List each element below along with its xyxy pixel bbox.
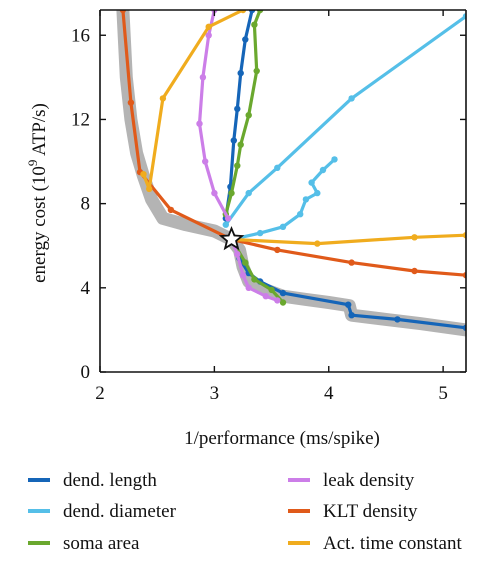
y-tick-label-3: 12 xyxy=(71,109,90,130)
series-line-5-1 xyxy=(229,233,466,246)
y-axis-label-main: energy cost (10 xyxy=(29,166,50,283)
legend-label-1: dend. diameter xyxy=(63,501,177,522)
data-point-1-0-2 xyxy=(279,223,287,230)
data-point-2-1-1 xyxy=(228,189,235,197)
legend-label-5: Act. time constant xyxy=(323,533,462,554)
data-point-1-0-5 xyxy=(314,189,321,197)
data-point-0-1-4 xyxy=(279,289,287,297)
data-point-3-0-1 xyxy=(234,250,241,258)
data-point-5-1-2 xyxy=(411,234,418,241)
data-point-0-1-5 xyxy=(345,301,352,308)
data-point-2-1-3 xyxy=(237,141,244,148)
pareto-layer xyxy=(116,10,466,337)
optimum-star-icon xyxy=(218,225,245,251)
x-tick-label-0: 2 xyxy=(95,383,105,404)
y-tick-label-2: 8 xyxy=(81,194,91,215)
data-point-2-1-6 xyxy=(251,21,258,28)
data-point-2-0-2 xyxy=(251,276,258,283)
data-point-1-0-3 xyxy=(297,211,304,218)
data-point-3-1-4 xyxy=(199,74,207,81)
legend-label-4: KLT density xyxy=(323,501,418,522)
legend-label-0: dend. length xyxy=(63,470,157,491)
y-tick-label-0: 0 xyxy=(81,362,91,383)
y-tick-label-4: 16 xyxy=(71,25,90,46)
data-point-4-0-5 xyxy=(274,246,281,254)
optimum-layer xyxy=(218,225,245,251)
legend-label-3: leak density xyxy=(323,470,415,491)
data-point-3-0-2 xyxy=(239,272,247,279)
data-point-1-1-2 xyxy=(274,164,281,171)
y-axis-label-sup: 9 xyxy=(25,160,40,167)
data-point-0-0-5 xyxy=(242,36,249,43)
data-point-4-0-3 xyxy=(167,206,175,214)
data-point-3-0-4 xyxy=(262,293,269,300)
legend-label-2: soma area xyxy=(63,533,140,554)
data-point-2-0-4 xyxy=(279,299,287,306)
data-point-0-0-4 xyxy=(237,69,244,77)
pareto-front-band xyxy=(116,10,466,337)
data-point-1-0-1 xyxy=(256,229,264,237)
data-point-3-1-5 xyxy=(205,32,212,39)
data-point-3-0-5 xyxy=(274,297,281,304)
data-point-1-0-4 xyxy=(302,196,310,203)
data-point-0-0-3 xyxy=(234,105,241,113)
data-point-0-0-2 xyxy=(230,137,237,144)
data-point-4-0-1 xyxy=(127,99,135,106)
series-3 xyxy=(196,10,281,304)
legend-item-4: KLT density xyxy=(288,501,418,522)
data-point-2-1-2 xyxy=(234,162,241,169)
legend-item-2: soma area xyxy=(28,533,140,554)
data-point-3-1-3 xyxy=(196,120,203,127)
data-point-3-1-0 xyxy=(224,215,232,222)
data-point-1-1-0 xyxy=(222,221,229,228)
data-point-2-0-1 xyxy=(242,259,249,266)
y-axis-label: energy cost (109 ATP/s) xyxy=(25,103,50,283)
x-axis-label: 1/performance (ms/spike) xyxy=(184,428,380,449)
data-point-1-0-6 xyxy=(308,179,315,186)
legend-item-5: Act. time constant xyxy=(288,533,462,554)
series-line-3-1 xyxy=(197,10,230,220)
legend-item-0: dend. length xyxy=(28,470,157,491)
x-tick-label-1: 3 xyxy=(210,383,220,404)
x-tick-label-2: 4 xyxy=(324,383,334,404)
data-point-3-1-2 xyxy=(202,158,209,165)
data-point-1-1-3 xyxy=(348,95,355,102)
series-1 xyxy=(222,13,466,243)
data-point-1-0-7 xyxy=(319,166,327,174)
data-point-3-0-3 xyxy=(245,284,252,291)
y-axis-label-unit: ATP/s) xyxy=(29,103,50,160)
y-tick-label-1: 4 xyxy=(81,278,91,299)
data-point-2-0-3 xyxy=(268,286,275,294)
x-tick-label-3: 5 xyxy=(438,383,448,404)
legend-item-1: dend. diameter xyxy=(28,501,177,522)
data-point-4-0-6 xyxy=(348,259,355,266)
series-line-1-1 xyxy=(224,14,466,227)
data-point-1-1-1 xyxy=(245,189,252,197)
data-point-5-0-2 xyxy=(159,95,167,102)
series-5 xyxy=(140,10,466,247)
series-layer xyxy=(119,10,466,331)
data-point-2-1-4 xyxy=(245,112,252,119)
data-point-3-1-1 xyxy=(211,189,218,197)
data-point-0-1-7 xyxy=(394,316,401,323)
data-point-1-0-8 xyxy=(331,156,338,163)
series-line-5-0 xyxy=(141,10,245,191)
data-point-5-0-3 xyxy=(205,23,212,30)
data-point-2-1-5 xyxy=(253,67,260,75)
series-line-2-1 xyxy=(224,10,262,216)
axes-layer: 2 3 4 5 0 4 8 12 16 xyxy=(71,9,467,404)
legend: dend. length leak density dend. diameter KL… xyxy=(28,470,462,554)
data-point-5-0-1 xyxy=(146,185,153,193)
data-point-0-1-6 xyxy=(348,312,355,319)
legend-item-3: leak density xyxy=(288,470,415,491)
data-point-5-1-1 xyxy=(314,240,321,247)
data-point-5-0-0 xyxy=(140,171,147,178)
data-point-4-0-7 xyxy=(411,267,418,275)
